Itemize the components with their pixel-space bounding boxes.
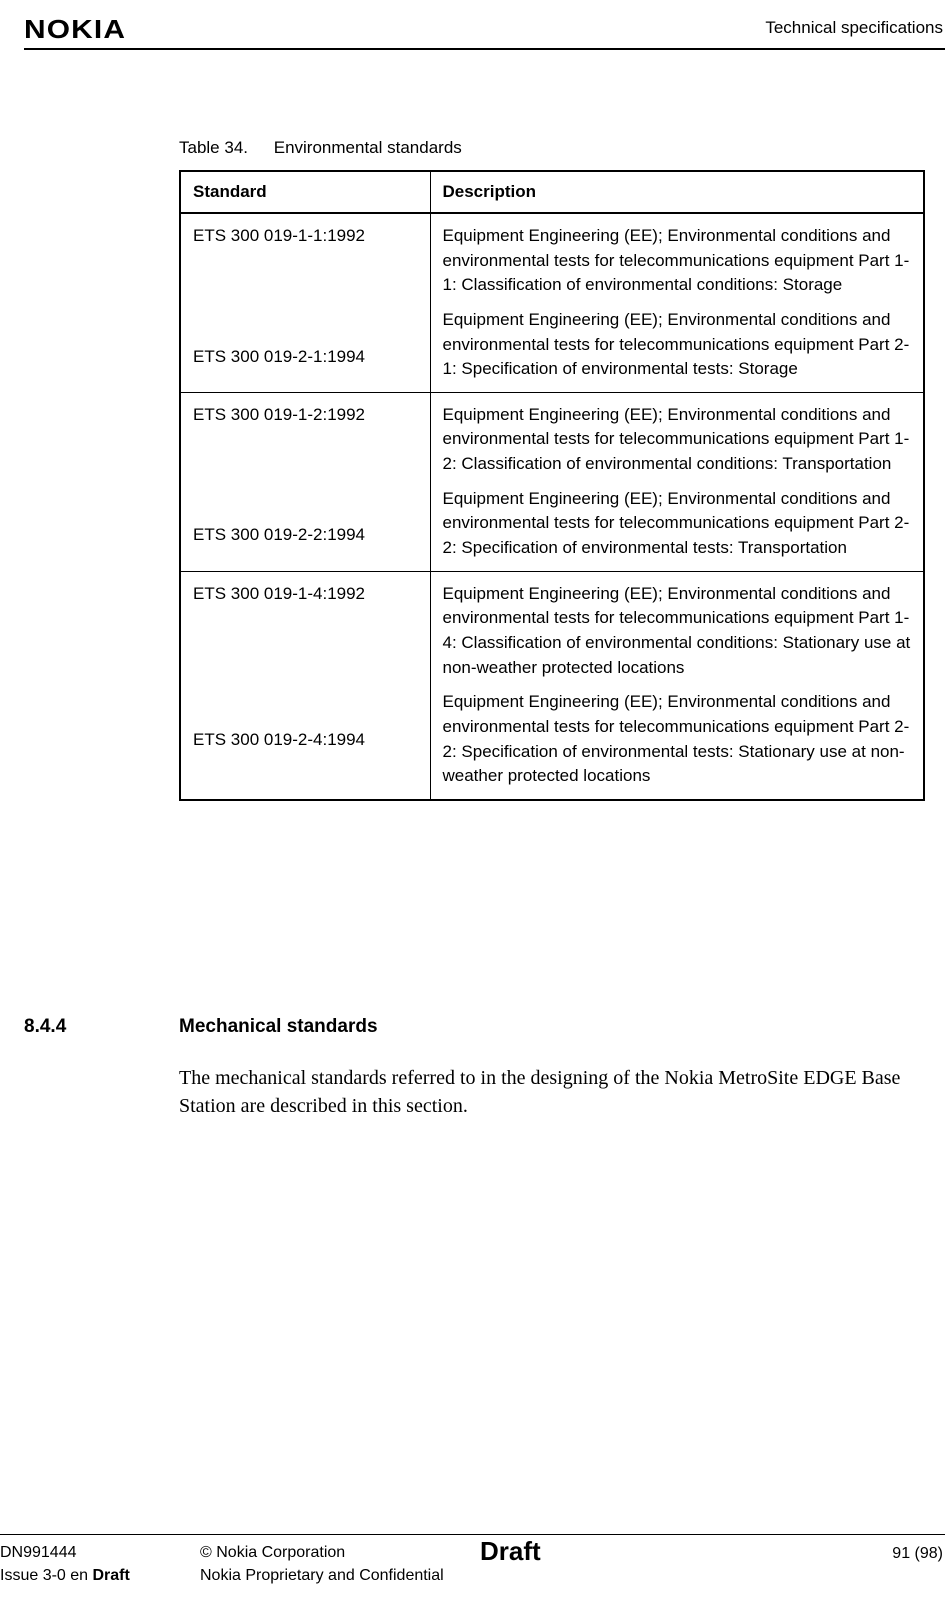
table-title: Environmental standards	[274, 138, 462, 157]
standard-description: Equipment Engineering (EE); Environmenta…	[443, 403, 912, 477]
table-row: ETS 300 019-1-1:1992 ETS 300 019-2-1:199…	[180, 213, 924, 392]
section-number: 8.4.4	[24, 1016, 66, 1038]
cell-standard: ETS 300 019-1-4:1992 ETS 300 019-2-4:199…	[180, 571, 430, 800]
footer-divider	[0, 1534, 945, 1535]
header-section-title: Technical specifications	[765, 18, 943, 38]
standard-description: Equipment Engineering (EE); Environmenta…	[443, 487, 912, 561]
table-header-row: Standard Description	[180, 171, 924, 213]
section-paragraph: The mechanical standards referred to in …	[179, 1064, 903, 1120]
page: NOKIA Technical specifications Table 34.…	[0, 0, 945, 1597]
table-caption: Table 34. Environmental standards	[179, 138, 925, 158]
standard-id: ETS 300 019-2-2:1994	[193, 523, 418, 548]
standard-id: ETS 300 019-1-4:1992	[193, 582, 418, 607]
content-area: Table 34. Environmental standards Standa…	[179, 138, 925, 801]
footer-middle: © Nokia Corporation Nokia Proprietary an…	[200, 1541, 444, 1587]
table-row: ETS 300 019-1-4:1992 ETS 300 019-2-4:199…	[180, 571, 924, 800]
section-heading: 8.4.4 Mechanical standards	[24, 1016, 925, 1038]
section-title: Mechanical standards	[179, 1016, 925, 1038]
cell-description: Equipment Engineering (EE); Environmenta…	[430, 571, 924, 800]
footer-draft-label: Draft	[480, 1536, 541, 1567]
confidential: Nokia Proprietary and Confidential	[200, 1564, 444, 1587]
standard-description: Equipment Engineering (EE); Environmenta…	[443, 224, 912, 298]
standards-table: Standard Description ETS 300 019-1-1:199…	[179, 170, 925, 801]
table-number: Table 34.	[179, 138, 269, 158]
col-header-standard: Standard	[180, 171, 430, 213]
cell-standard: ETS 300 019-1-1:1992 ETS 300 019-2-1:199…	[180, 213, 430, 392]
standard-description: Equipment Engineering (EE); Environmenta…	[443, 308, 912, 382]
header-divider	[24, 48, 945, 50]
cell-standard: ETS 300 019-1-2:1992 ETS 300 019-2-2:199…	[180, 392, 430, 571]
cell-description: Equipment Engineering (EE); Environmenta…	[430, 213, 924, 392]
col-header-description: Description	[430, 171, 924, 213]
table-row: ETS 300 019-1-2:1992 ETS 300 019-2-2:199…	[180, 392, 924, 571]
issue-line: Issue 3-0 en Draft	[0, 1564, 130, 1587]
doc-id: DN991444	[0, 1541, 130, 1564]
standard-description: Equipment Engineering (EE); Environmenta…	[443, 582, 912, 681]
standard-description: Equipment Engineering (EE); Environmenta…	[443, 690, 912, 789]
issue-text: Issue 3-0 en	[0, 1567, 93, 1584]
page-number: 91 (98)	[892, 1545, 943, 1563]
standard-id: ETS 300 019-1-1:1992	[193, 224, 418, 249]
cell-description: Equipment Engineering (EE); Environmenta…	[430, 392, 924, 571]
page-footer: DN991444 Issue 3-0 en Draft © Nokia Corp…	[0, 1539, 945, 1587]
footer-left: DN991444 Issue 3-0 en Draft	[0, 1541, 130, 1587]
copyright: © Nokia Corporation	[200, 1541, 444, 1564]
standard-id: ETS 300 019-2-4:1994	[193, 728, 418, 753]
standard-id: ETS 300 019-1-2:1992	[193, 403, 418, 428]
issue-status: Draft	[93, 1567, 130, 1584]
standard-id: ETS 300 019-2-1:1994	[193, 345, 418, 370]
